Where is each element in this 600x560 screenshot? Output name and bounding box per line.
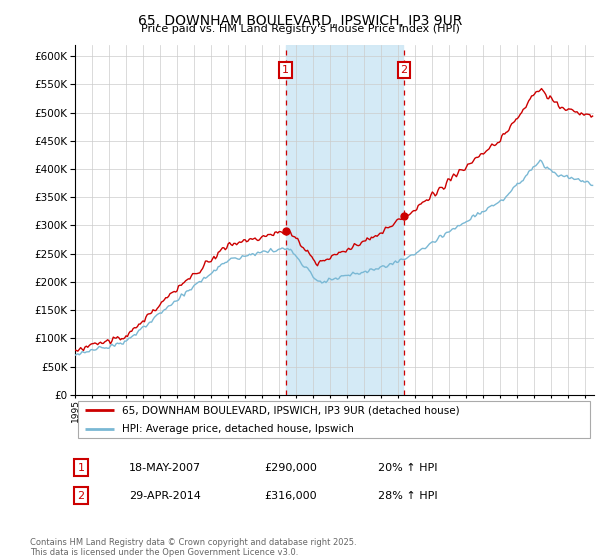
Text: 65, DOWNHAM BOULEVARD, IPSWICH, IP3 9UR: 65, DOWNHAM BOULEVARD, IPSWICH, IP3 9UR [138, 14, 462, 28]
Text: Price paid vs. HM Land Registry's House Price Index (HPI): Price paid vs. HM Land Registry's House … [140, 24, 460, 34]
Text: 65, DOWNHAM BOULEVARD, IPSWICH, IP3 9UR (detached house): 65, DOWNHAM BOULEVARD, IPSWICH, IP3 9UR … [122, 405, 460, 415]
Text: HPI: Average price, detached house, Ipswich: HPI: Average price, detached house, Ipsw… [122, 424, 353, 433]
Text: 18-MAY-2007: 18-MAY-2007 [129, 463, 201, 473]
Text: Contains HM Land Registry data © Crown copyright and database right 2025.
This d: Contains HM Land Registry data © Crown c… [30, 538, 356, 557]
Text: 29-APR-2014: 29-APR-2014 [129, 491, 201, 501]
Text: £290,000: £290,000 [264, 463, 317, 473]
Text: 2: 2 [400, 65, 407, 75]
Text: 1: 1 [77, 463, 85, 473]
Text: 1: 1 [282, 65, 289, 75]
Text: 20% ↑ HPI: 20% ↑ HPI [378, 463, 437, 473]
Text: £316,000: £316,000 [264, 491, 317, 501]
FancyBboxPatch shape [77, 402, 590, 437]
Text: 2: 2 [77, 491, 85, 501]
Text: 28% ↑ HPI: 28% ↑ HPI [378, 491, 437, 501]
